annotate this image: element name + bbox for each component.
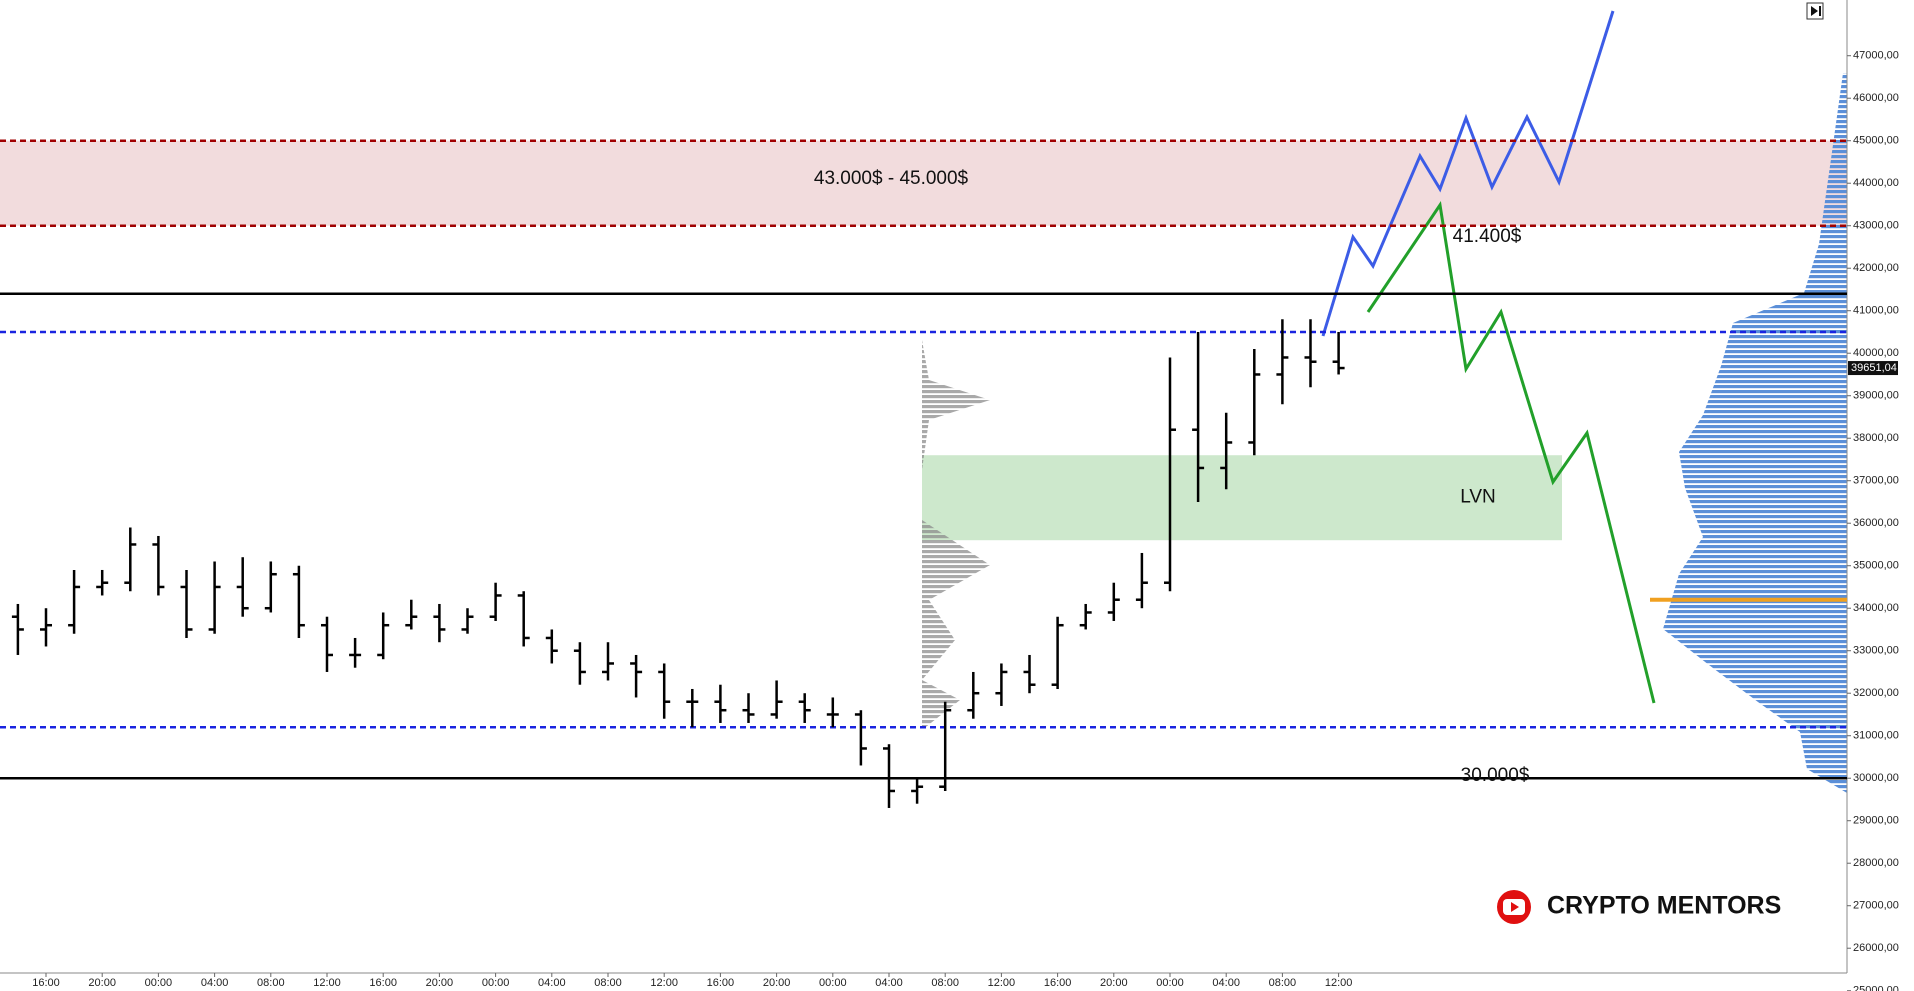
y-tick-label: 34000,00: [1853, 602, 1899, 614]
zone: [0, 140, 1847, 226]
y-tick-label: 41000,00: [1853, 305, 1899, 317]
y-tick-label: 37000,00: [1853, 475, 1899, 487]
y-tick-label: 44000,00: [1853, 177, 1899, 189]
x-tick-label: 04:00: [538, 977, 566, 989]
logo-icon: [1511, 902, 1519, 912]
x-tick-label: 12:00: [313, 977, 341, 989]
y-tick-label: 43000,00: [1853, 220, 1899, 232]
y-tick-label: 40000,00: [1853, 347, 1899, 359]
x-tick-label: 16:00: [369, 977, 397, 989]
x-tick-label: 16:00: [1044, 977, 1072, 989]
bearish-projection: [1366, 200, 1656, 704]
x-tick-label: 00:00: [145, 977, 173, 989]
y-tick-label: 28000,00: [1853, 857, 1899, 869]
y-tick-label: 30000,00: [1853, 772, 1899, 784]
level-label: 30.000$: [1461, 765, 1530, 786]
y-tick-label: 35000,00: [1853, 560, 1899, 572]
zone: [922, 455, 1562, 541]
y-tick-label: 31000,00: [1853, 730, 1899, 742]
y-tick-label: 33000,00: [1853, 645, 1899, 657]
zone-label: 43.000$ - 45.000$: [814, 168, 969, 189]
x-tick-label: 20:00: [763, 977, 791, 989]
y-tick-label: 27000,00: [1853, 900, 1899, 912]
y-tick-label: 46000,00: [1853, 92, 1899, 104]
session-profile: [922, 340, 990, 730]
x-tick-label: 04:00: [875, 977, 903, 989]
y-tick-label: 45000,00: [1853, 135, 1899, 147]
y-tick-label: 25000,00: [1853, 985, 1899, 991]
volume-profile: [1663, 73, 1847, 793]
x-tick-label: 20:00: [1100, 977, 1128, 989]
bullish-projection: [1321, 10, 1615, 337]
x-tick-label: 12:00: [988, 977, 1016, 989]
x-tick-label: 16:00: [707, 977, 735, 989]
y-tick-label: 32000,00: [1853, 687, 1899, 699]
x-tick-label: 00:00: [1156, 977, 1184, 989]
y-tick-label: 38000,00: [1853, 432, 1899, 444]
last-price-box: [1848, 361, 1898, 376]
y-tick-label: 36000,00: [1853, 517, 1899, 529]
x-tick-label: 08:00: [931, 977, 959, 989]
y-tick-label: 39000,00: [1853, 390, 1899, 402]
brand: CRYPTO MENTORS: [1547, 892, 1781, 920]
scroll-icon: [1811, 6, 1821, 16]
x-tick-label: 20:00: [88, 977, 116, 989]
x-tick-label: 00:00: [482, 977, 510, 989]
zone-label: LVN: [1460, 487, 1496, 508]
x-tick-label: 20:00: [426, 977, 454, 989]
last-price-label: 39651,04: [1851, 362, 1897, 374]
y-tick-label: 47000,00: [1853, 50, 1899, 62]
x-tick-label: 16:00: [32, 977, 60, 989]
x-tick-label: 08:00: [257, 977, 285, 989]
x-tick-label: 12:00: [1325, 977, 1353, 989]
x-tick-label: 00:00: [819, 977, 847, 989]
x-tick-label: 04:00: [1212, 977, 1240, 989]
y-tick-label: 26000,00: [1853, 942, 1899, 954]
y-tick-label: 42000,00: [1853, 262, 1899, 274]
y-tick-label: 29000,00: [1853, 815, 1899, 827]
x-tick-label: 08:00: [1269, 977, 1297, 989]
x-tick-label: 08:00: [594, 977, 622, 989]
x-tick-label: 04:00: [201, 977, 229, 989]
x-tick-label: 12:00: [650, 977, 678, 989]
level-label: 41.400$: [1453, 226, 1522, 247]
